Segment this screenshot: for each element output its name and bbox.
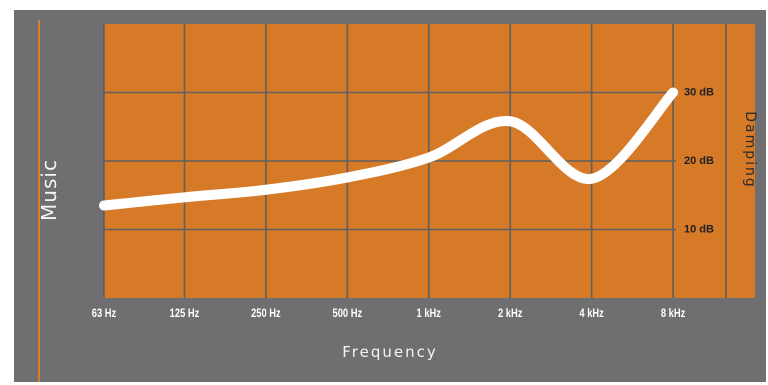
x-tick-label: 500 Hz xyxy=(333,307,363,320)
x-axis-label: Frequency xyxy=(342,343,438,361)
left-accent-line xyxy=(38,20,40,382)
x-tick-label: 63 Hz xyxy=(92,307,116,320)
y-tick-label: 20 dB xyxy=(684,155,714,167)
y-tick-label: 10 dB xyxy=(684,224,714,236)
damping-curve xyxy=(99,87,679,211)
y-axis-label: Damping xyxy=(742,111,758,189)
x-tick-label: 1 kHz xyxy=(417,307,441,320)
x-tick-label: 125 Hz xyxy=(170,307,200,320)
x-tick-label: 2 kHz xyxy=(498,307,522,320)
x-tick-label: 8 kHz xyxy=(661,307,685,320)
x-tick-label: 4 kHz xyxy=(579,307,603,320)
x-tick-label: 250 Hz xyxy=(251,307,281,320)
chart-title: Music xyxy=(37,159,61,221)
y-tick-label: 30 dB xyxy=(684,87,714,99)
